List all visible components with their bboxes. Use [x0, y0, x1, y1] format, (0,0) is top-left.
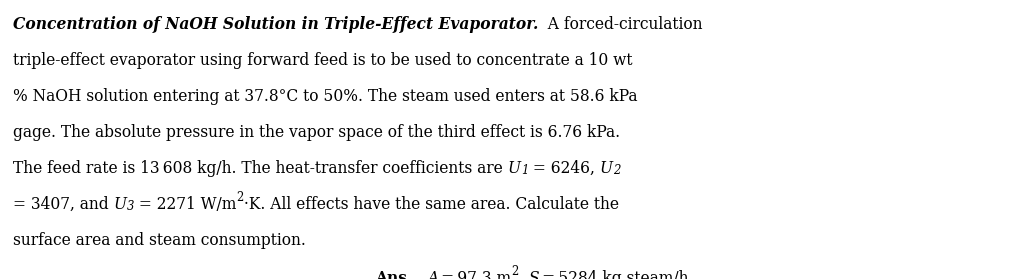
Text: Concentration of NaOH Solution in Triple-Effect Evaporator.: Concentration of NaOH Solution in Triple… — [13, 16, 539, 33]
Text: = 5284 kg steam/h: = 5284 kg steam/h — [539, 270, 688, 279]
Text: = 97.3 m: = 97.3 m — [438, 270, 511, 279]
Text: = 6246,: = 6246, — [528, 160, 600, 177]
Text: U: U — [508, 160, 521, 177]
Text: The feed rate is 13 608 kg/h. The heat-transfer coefficients are: The feed rate is 13 608 kg/h. The heat-t… — [13, 160, 508, 177]
Text: ·K. All effects have the same area. Calculate the: ·K. All effects have the same area. Calc… — [244, 196, 618, 213]
Text: = 2271 W/m: = 2271 W/m — [134, 196, 237, 213]
Text: U: U — [114, 196, 127, 213]
Text: 1: 1 — [521, 164, 528, 177]
Text: triple-effect evaporator using forward feed is to be used to concentrate a 10 wt: triple-effect evaporator using forward f… — [13, 52, 633, 69]
Text: 2: 2 — [511, 265, 518, 278]
Text: surface area and steam consumption.: surface area and steam consumption. — [13, 232, 306, 249]
Text: 2: 2 — [237, 191, 244, 204]
Text: A forced-circulation: A forced-circulation — [539, 16, 702, 33]
Text: Ans.: Ans. — [375, 270, 413, 279]
Text: S: S — [528, 270, 539, 279]
Text: A: A — [427, 270, 438, 279]
Text: gage. The absolute pressure in the vapor space of the third effect is 6.76 kPa.: gage. The absolute pressure in the vapor… — [13, 124, 621, 141]
Text: 3: 3 — [127, 200, 134, 213]
Text: = 3407, and: = 3407, and — [13, 196, 114, 213]
Text: % NaOH solution entering at 37.8°C to 50%. The steam used enters at 58.6 kPa: % NaOH solution entering at 37.8°C to 50… — [13, 88, 638, 105]
Text: ,: , — [518, 270, 528, 279]
Text: 2: 2 — [613, 164, 621, 177]
Text: U: U — [600, 160, 613, 177]
